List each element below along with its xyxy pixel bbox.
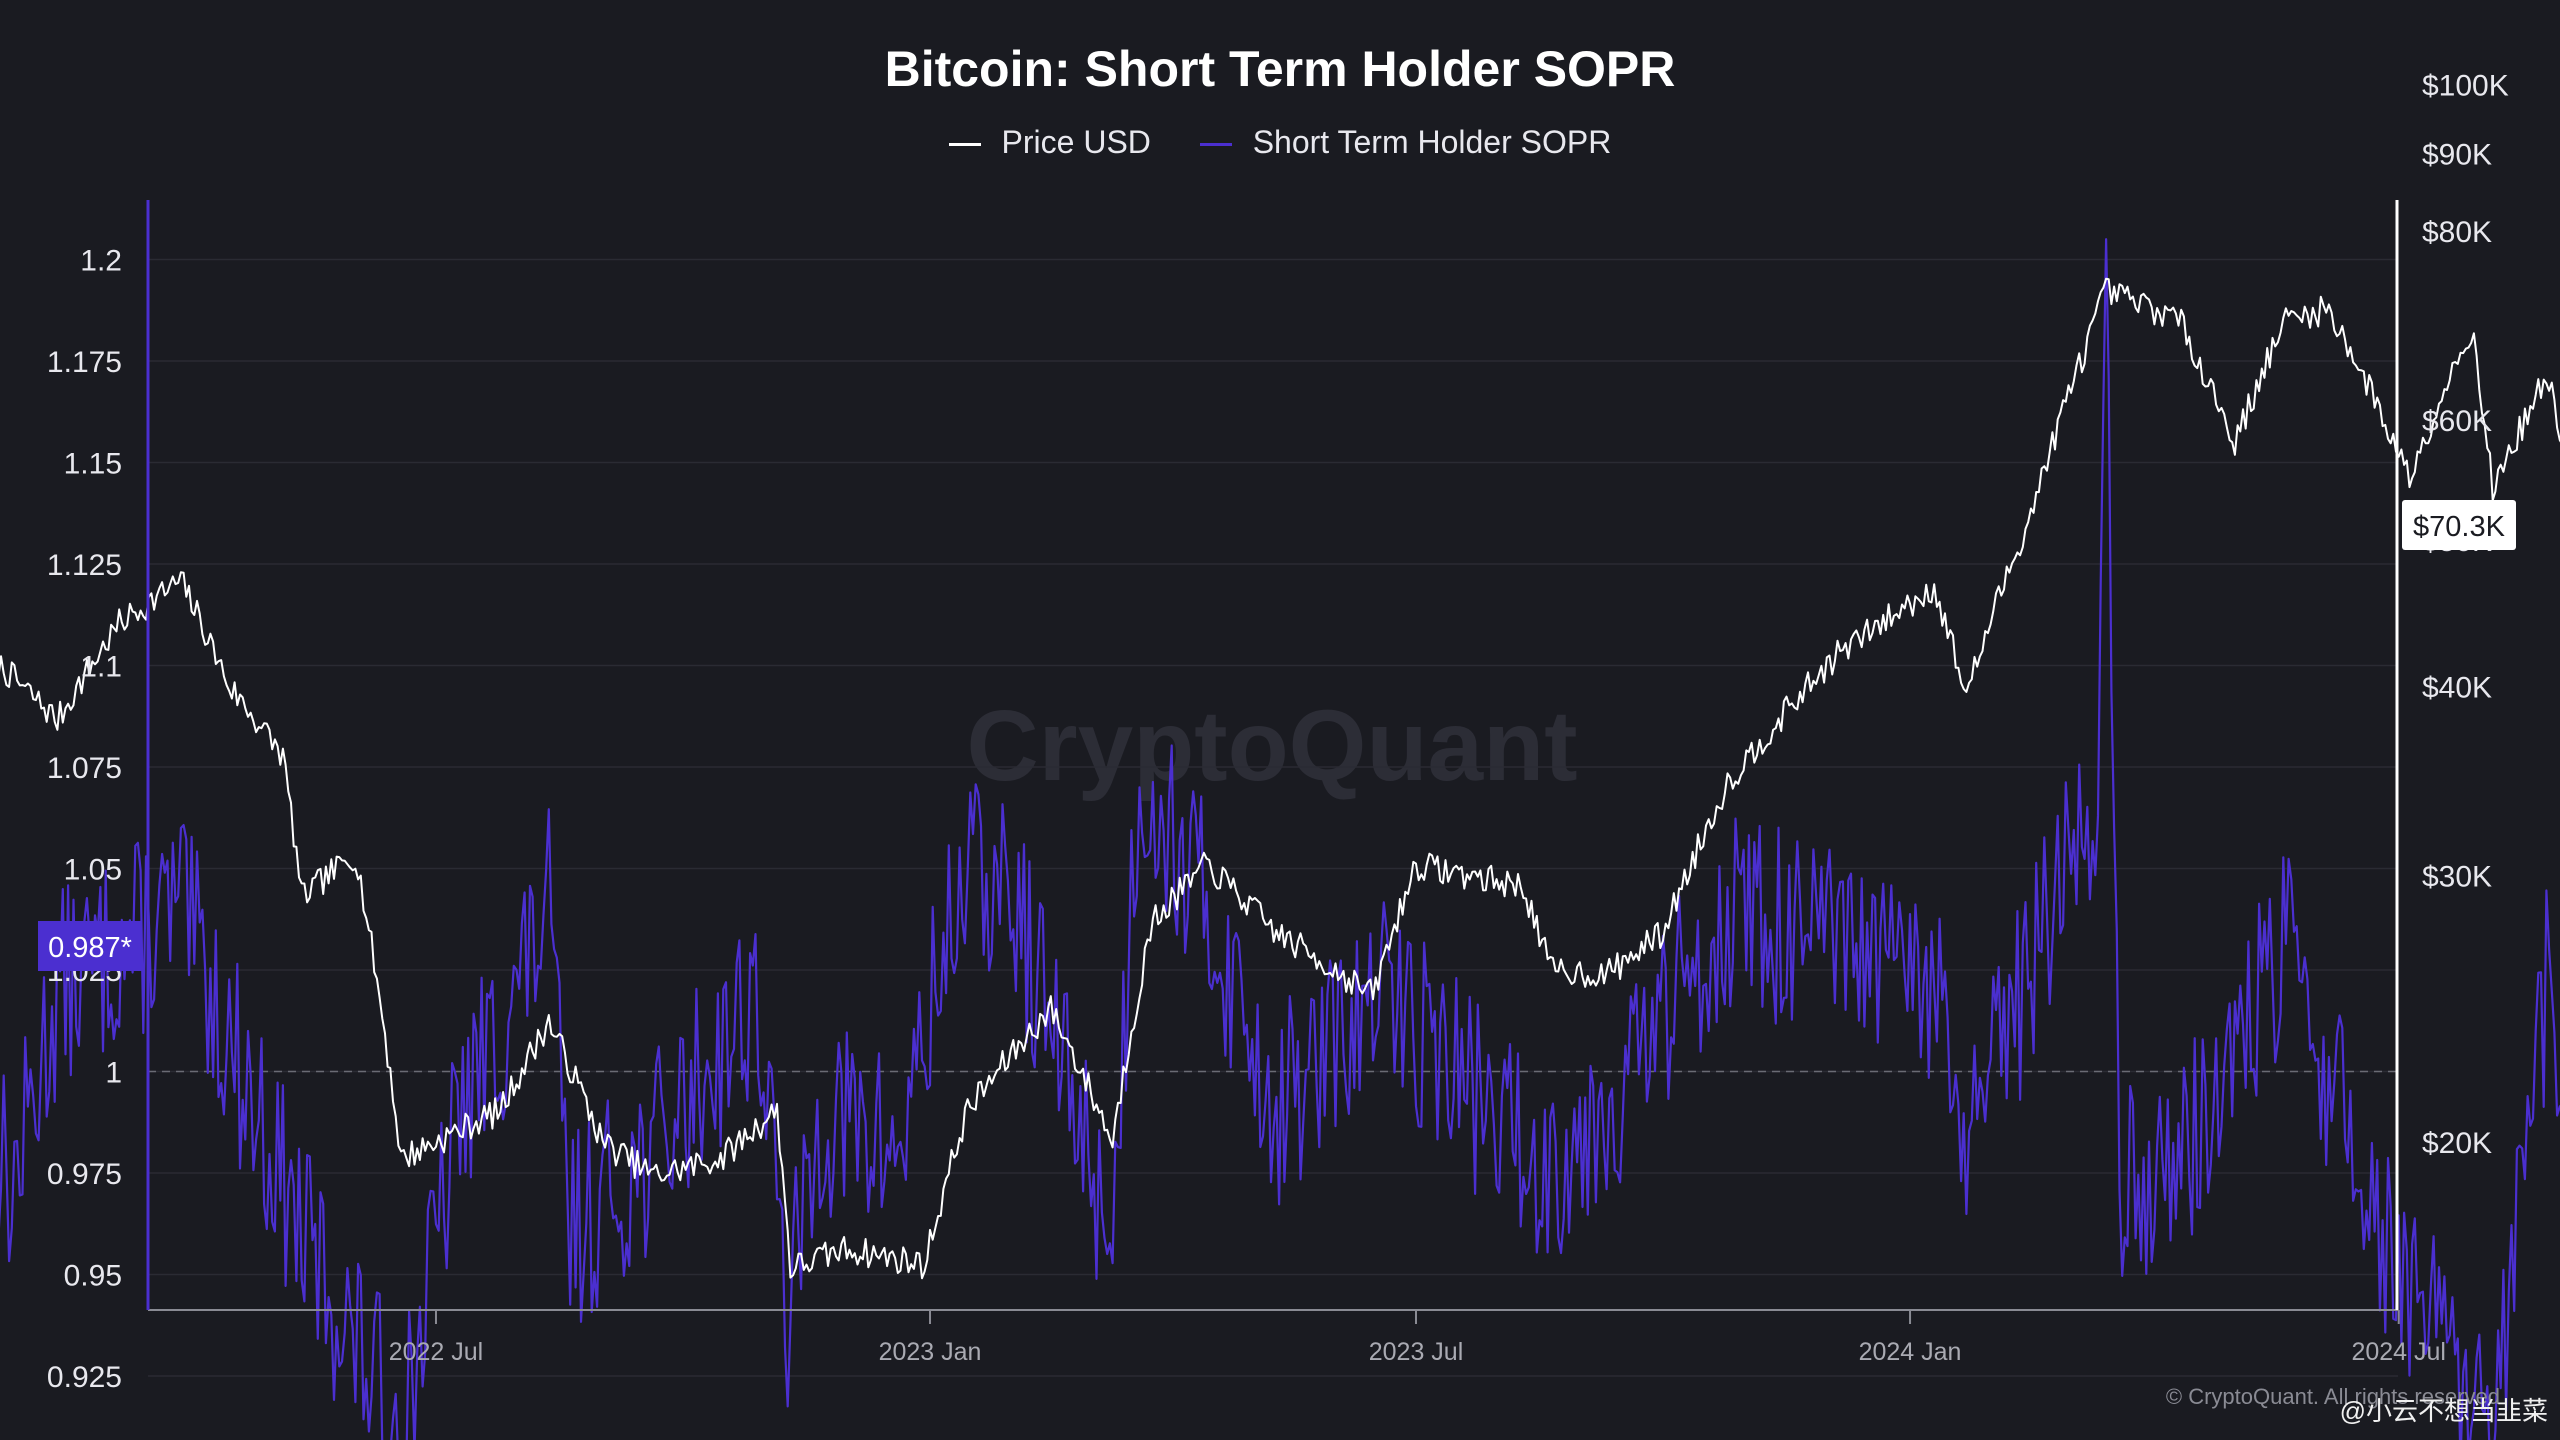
- x-tick-label: 2022 Jul: [389, 1338, 484, 1366]
- right-tick-label: $90K: [2422, 139, 2492, 172]
- left-tick-label: 0.975: [47, 1158, 122, 1191]
- right-tick-label: $40K: [2422, 672, 2492, 705]
- legend-label-sopr: Short Term Holder SOPR: [1252, 124, 1612, 160]
- chart-title: Bitcoin: Short Term Holder SOPR: [884, 41, 1676, 97]
- axes: [146, 200, 2399, 1311]
- x-tick-label: 2023 Jul: [1369, 1338, 1464, 1366]
- price-current-label: $70.3K: [2413, 511, 2506, 543]
- sopr-current-label: 0.987*: [48, 932, 132, 964]
- left-tick-label: 1.075: [47, 752, 122, 785]
- sopr-line: [0, 238, 2560, 1440]
- right-tick-label: $80K: [2422, 216, 2492, 249]
- cryptoquant-watermark: CryptoQuant: [966, 690, 1577, 802]
- legend-item-price[interactable]: Price USD: [948, 124, 1151, 161]
- left-tick-label: 1.125: [47, 549, 122, 582]
- legend: Price USD Short Term Holder SOPR: [0, 124, 2560, 161]
- legend-label-price: Price USD: [1001, 124, 1151, 160]
- x-tick-label: 2024 Jul: [2351, 1338, 2446, 1366]
- right-tick-label: $20K: [2422, 1127, 2492, 1160]
- sopr-series: [0, 238, 2560, 1440]
- legend-item-sopr[interactable]: Short Term Holder SOPR: [1199, 124, 1612, 161]
- left-axis-ticks: 0.90.9250.950.97511.0251.051.0751.11.125…: [47, 245, 122, 1395]
- grid-lines: [148, 258, 2398, 1377]
- left-tick-label: 0.95: [64, 1260, 122, 1293]
- right-tick-label: $60K: [2422, 405, 2492, 438]
- left-tick-label: 0.925: [47, 1361, 122, 1394]
- copyright-notice: © CryptoQuant. All rights reserved: [2165, 1384, 2500, 1409]
- legend-swatch-price: [948, 143, 981, 147]
- current-value-labels: 0.987* $70.3K: [38, 500, 2516, 971]
- left-tick-label: 1.05: [64, 854, 122, 887]
- left-tick-label: 1.2: [80, 245, 122, 278]
- left-tick-label: 1.15: [64, 448, 122, 481]
- legend-swatch-sopr: [1199, 143, 1232, 147]
- x-axis-ticks: 2022 Jul 2023 Jan 2023 Jul 2024 Jan 2024 Jul…: [389, 1310, 2446, 1366]
- right-tick-label: $30K: [2422, 861, 2492, 894]
- price-line: [0, 277, 2560, 1280]
- x-tick-label: 2024 Jan: [1859, 1338, 1962, 1366]
- sopr-current-badge: [38, 921, 142, 971]
- right-axis-ticks: $20K$30K$40K$50K$60K$80K$90K$100K: [2422, 69, 2509, 1160]
- left-tick-label: 1: [105, 1057, 122, 1090]
- right-tick-label: $100K: [2422, 69, 2509, 102]
- left-tick-label: 1.1: [80, 651, 122, 684]
- x-tick-label: 2023 Jan: [879, 1338, 982, 1366]
- user-watermark: @小云不想当韭菜: [2339, 1396, 2548, 1426]
- left-tick-label: 1.175: [47, 346, 122, 379]
- price-current-badge: [2402, 500, 2516, 550]
- price-series: [0, 277, 2560, 1280]
